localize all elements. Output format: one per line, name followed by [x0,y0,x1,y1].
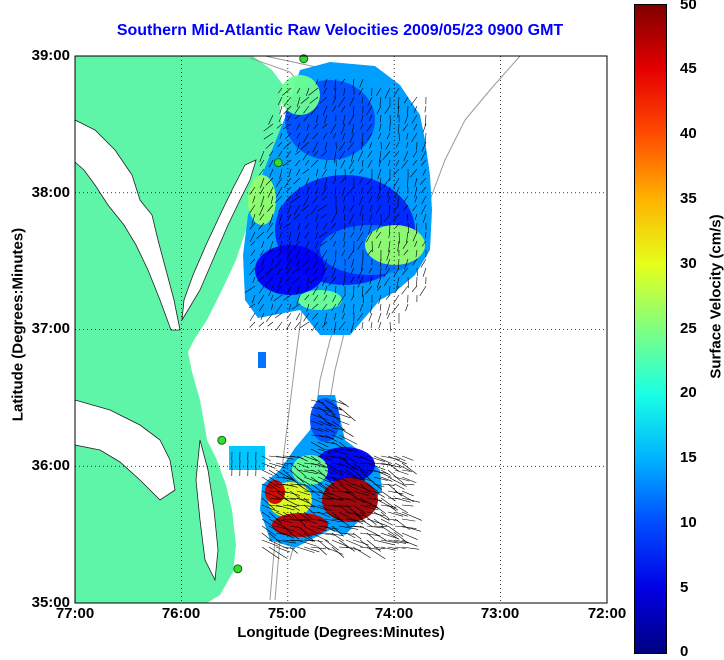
velocity-vector [290,547,298,553]
velocity-vector [268,322,273,326]
colorbar [634,4,667,654]
velocity-vector [411,97,417,105]
velocity-vector [332,540,348,547]
velocity-vector [423,268,426,277]
x-tick-label: 75:00 [252,605,322,622]
velocity-vector [300,322,309,328]
velocity-vector [402,498,420,502]
velocity-vector [374,526,388,527]
velocity-vector [402,470,412,472]
velocity-vector [388,484,402,496]
x-tick-label: 72:00 [572,605,642,622]
colorbar-tick: 50 [680,0,697,13]
velocity-vector [405,304,408,311]
velocity-vector [381,498,398,510]
velocity-vector [380,304,381,311]
velocity-vector [369,313,372,321]
velocity-vector [412,286,417,292]
velocity-patch [365,225,425,265]
colorbar-tick: 40 [680,125,697,142]
velocity-vector [250,322,255,328]
velocity-vector [262,470,273,475]
velocity-vector [325,547,343,554]
velocity-vector [381,484,394,485]
velocity-vector [402,533,418,540]
velocity-vector [381,456,400,460]
velocity-vector [381,526,397,536]
velocity-vector [388,526,403,537]
velocity-vector [371,322,372,328]
velocity-vector [402,512,422,520]
velocity-vector [332,547,344,558]
velocity-vector [425,106,426,112]
velocity-vector [276,322,282,330]
velocity-vector [374,456,392,464]
colorbar-tick: 30 [680,255,697,272]
velocity-vector [402,463,417,474]
velocity-vector [296,313,300,320]
velocity-vector [402,505,413,506]
velocity-vector [287,313,291,319]
velocity-vector [339,407,355,421]
velocity-vector [402,519,415,521]
velocity-vector [387,313,390,319]
x-tick-label: 74:00 [359,605,429,622]
velocity-vector [259,322,264,327]
velocity-vector [294,322,300,329]
velocity-vector [262,547,279,559]
colorbar-tick: 25 [680,320,697,337]
x-axis-label: Longitude (Degrees:Minutes) [75,624,607,641]
velocity-vector [420,286,426,296]
velocity-vector [378,313,381,322]
velocity-vector [353,547,370,558]
velocity-vector [362,322,363,329]
y-tick-label: 39:00 [14,47,70,64]
velocity-vector [367,533,375,539]
velocity-vector [339,540,355,551]
y-tick-label: 36:00 [14,457,70,474]
colorbar-tick: 45 [680,60,697,77]
velocity-vector [402,286,408,294]
velocity-vector [346,540,363,547]
velocity-vector [325,540,339,550]
velocity-vector [392,304,399,313]
velocity-vector [353,533,361,539]
velocity-vector [332,533,344,541]
x-tick-label: 76:00 [146,605,216,622]
velocity-vector [286,322,291,330]
x-tick-label: 73:00 [465,605,535,622]
velocity-patch [280,75,320,115]
velocity-vector [395,505,408,513]
velocity-vector [423,124,426,133]
colorbar-tick: 15 [680,449,697,466]
velocity-vector [339,400,349,407]
velocity-vector [395,519,410,530]
velocity-vector [374,519,383,526]
colorbar-tick: 0 [680,643,688,660]
y-tick-label: 35:00 [14,594,70,611]
velocity-vector [379,322,381,329]
velocity-patch [258,352,266,368]
velocity-vector [367,519,387,526]
velocity-vector [390,322,391,331]
colorbar-tick: 5 [680,579,688,596]
colorbar-tick: 10 [680,514,697,531]
velocity-vector [402,484,414,485]
radar-site-marker [274,159,282,167]
colorbar-tick: 35 [680,190,697,207]
radar-site-marker [218,436,226,444]
velocity-vector [402,456,413,460]
velocity-vector [339,414,351,418]
y-axis-label: Latitude (Degrees:Minutes) [10,195,27,455]
velocity-vector [367,540,381,551]
radar-site-marker [234,565,242,573]
colorbar-tick: 20 [680,384,697,401]
colorbar-label: Surface Velocity (cm/s) [708,167,724,427]
velocity-vector [402,491,414,496]
velocity-vector [250,313,255,321]
velocity-vector [402,526,421,531]
